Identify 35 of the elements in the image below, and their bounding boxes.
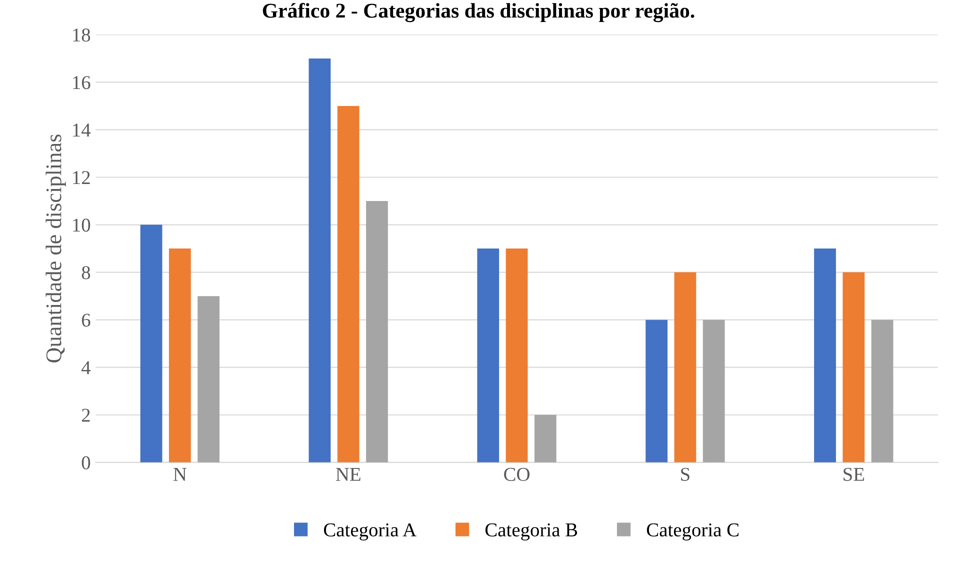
y-tick-label: 14 xyxy=(73,124,91,136)
bar xyxy=(534,414,556,462)
y-tick-label: 2 xyxy=(82,408,90,422)
legend-label: Categoria A xyxy=(324,523,416,540)
bar xyxy=(674,272,696,462)
y-tick-label: 16 xyxy=(73,76,90,90)
bar xyxy=(702,320,725,462)
y-tick-label: 18 xyxy=(73,28,90,42)
bar xyxy=(198,296,220,462)
bar xyxy=(168,248,191,462)
bar xyxy=(506,248,528,462)
legend-label: Categoria C xyxy=(646,523,738,540)
bar xyxy=(366,201,388,462)
bar xyxy=(477,248,500,462)
y-tick-label: 0 xyxy=(82,456,90,470)
x-tick-label: NE xyxy=(336,468,360,481)
x-tick-label: CO xyxy=(504,468,530,481)
bar xyxy=(871,320,894,462)
bar xyxy=(814,248,836,462)
y-axis-title: Quantidade de disciplinas xyxy=(46,134,66,362)
y-tick-label: 12 xyxy=(73,171,90,184)
y-tick-label: 6 xyxy=(82,314,90,327)
x-tick-label: N xyxy=(173,468,186,481)
y-tick-label: 8 xyxy=(82,266,90,280)
bar xyxy=(646,320,668,462)
bar xyxy=(842,272,865,462)
bar xyxy=(140,224,162,462)
x-tick-label: S xyxy=(681,468,690,481)
y-tick-label: 10 xyxy=(73,218,90,232)
bar xyxy=(308,58,331,462)
y-tick-label: 4 xyxy=(81,361,91,374)
x-tick-label: SE xyxy=(844,468,864,481)
chart-title: Gráfico 2 - Categorias das disciplinas por região. xyxy=(262,2,694,22)
legend-label: Categoria B xyxy=(485,523,578,540)
bar xyxy=(337,106,360,462)
